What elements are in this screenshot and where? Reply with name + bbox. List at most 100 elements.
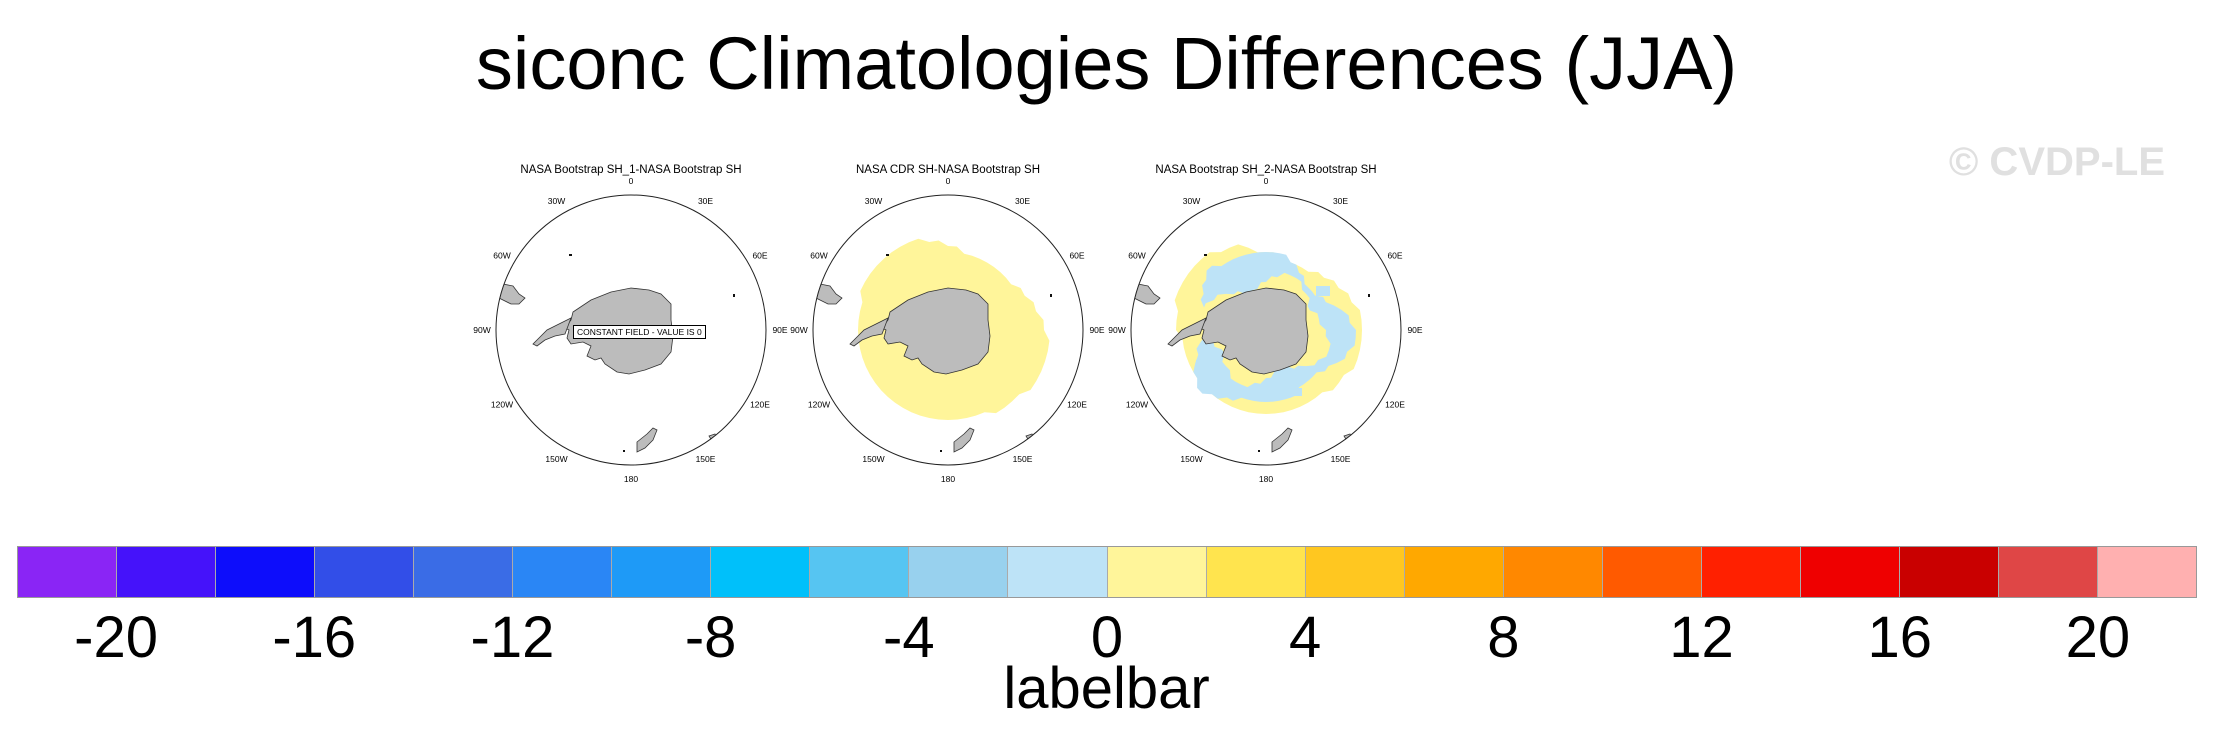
labelbar-color-box — [1899, 547, 1999, 597]
map-title: NASA Bootstrap SH_1-NASA Bootstrap SH — [520, 164, 742, 176]
longitude-label: 90E — [1407, 325, 1422, 335]
map-panel-3: 0 30E 60E 90E 120E 150E 180 150W 120W 90W 60W 30W N… — [1101, 160, 1431, 490]
labelbar-color-box — [1206, 547, 1306, 597]
longitude-label: 120W — [491, 400, 513, 410]
antarctica-landmass — [1199, 287, 1309, 375]
longitude-label: 120W — [1126, 400, 1148, 410]
labelbar-color-box — [18, 547, 118, 597]
longitude-label: 60E — [1069, 251, 1084, 261]
labelbar-tick-label: 16 — [1867, 605, 1932, 670]
labelbar-color-box — [1404, 547, 1504, 597]
longitude-label: 90W — [473, 325, 490, 335]
landmass — [1167, 317, 1207, 347]
negative-difference-patch — [1332, 340, 1342, 354]
longitude-label: 30W — [865, 196, 882, 206]
map-panel-1: 0 30E 60E 90E 120E 150E 180 150W 120W 90W 60W 30W N… — [466, 160, 796, 490]
labelbar-color-box — [612, 547, 712, 597]
labelbar-title: labelbar — [1003, 656, 1210, 721]
negative-difference-patch — [1246, 258, 1260, 266]
watermark: © CVDP-LE — [1948, 140, 2165, 184]
landmass — [1133, 283, 1161, 305]
labelbar-tick-label: 8 — [1487, 605, 1520, 670]
labelbar-color-box — [117, 547, 217, 597]
landmass — [636, 427, 658, 453]
labelbar-color-box — [1503, 547, 1603, 597]
longitude-label: 30E — [1333, 196, 1348, 206]
longitude-label: 180 — [941, 474, 955, 484]
longitude-label: 120E — [1067, 400, 1087, 410]
longitude-label: 180 — [624, 474, 638, 484]
landmass — [815, 283, 843, 305]
longitude-label: 30E — [698, 196, 713, 206]
landmass — [849, 317, 889, 347]
labelbar-color-box — [216, 547, 316, 597]
labelbar-tick-label: 4 — [1289, 605, 1322, 670]
longitude-label: 150E — [1331, 454, 1351, 464]
longitude-label: 0 — [629, 176, 634, 186]
longitude-label: 0 — [1264, 176, 1269, 186]
longitude-label: 90W — [790, 325, 807, 335]
landmass — [708, 433, 720, 447]
negative-difference-patch — [1286, 388, 1302, 396]
labelbar-color-box — [909, 547, 1009, 597]
longitude-label: 150W — [1180, 454, 1202, 464]
longitude-label: 60E — [752, 251, 767, 261]
labelbar-color-box — [414, 547, 514, 597]
longitude-label: 150E — [1013, 454, 1033, 464]
labelbar-color-box — [1602, 547, 1702, 597]
labelbar — [17, 546, 2197, 598]
longitude-label: 30E — [1015, 196, 1030, 206]
longitude-label: 60W — [810, 251, 827, 261]
map-title: NASA Bootstrap SH_2-NASA Bootstrap SH — [1155, 164, 1377, 176]
landmass — [953, 427, 975, 453]
labelbar-color-box — [1008, 547, 1108, 597]
map-border — [495, 194, 767, 466]
labelbar-tick-label: -8 — [684, 605, 737, 670]
longitude-label: 150E — [696, 454, 716, 464]
map-border — [1130, 194, 1402, 466]
landmass — [1343, 433, 1355, 447]
longitude-label: 150W — [545, 454, 567, 464]
labelbar-tick-label: -4 — [883, 605, 935, 670]
labelbar-color-box — [1800, 547, 1900, 597]
labelbar-color-box — [1305, 547, 1405, 597]
labelbar-tick-label: -12 — [470, 605, 555, 670]
constant-field-label: CONSTANT FIELD - VALUE IS 0 — [573, 325, 706, 339]
labelbar-color-box — [1107, 547, 1207, 597]
map-panel-2: 0 30E 60E 90E 120E 150E 180 150W 120W 90W 60W 30W N… — [783, 160, 1113, 490]
longitude-label: 30W — [1183, 196, 1200, 206]
map-border — [812, 194, 1084, 466]
longitude-label: 120E — [750, 400, 770, 410]
longitude-label: 180 — [1259, 474, 1273, 484]
longitude-label: 90W — [1108, 325, 1125, 335]
longitude-label: 60E — [1387, 251, 1402, 261]
landmass — [498, 283, 526, 305]
labelbar-color-box — [810, 547, 910, 597]
labelbar-tick-label: -20 — [74, 605, 158, 670]
labelbar-color-box — [315, 547, 415, 597]
negative-difference-patch — [1316, 286, 1330, 296]
antarctica-landmass — [881, 287, 991, 375]
map-title: NASA CDR SH-NASA Bootstrap SH — [855, 164, 1041, 176]
labelbar-color-box — [1998, 547, 2098, 597]
labelbar-color-box — [711, 547, 811, 597]
landmass — [1025, 433, 1037, 447]
longitude-label: 60W — [493, 251, 510, 261]
longitude-label: 0 — [946, 176, 951, 186]
longitude-label: 60W — [1128, 251, 1145, 261]
labelbar-color-box — [2097, 547, 2197, 597]
labelbar-tick-label: 20 — [2065, 605, 2131, 670]
longitude-label: 90E — [1089, 325, 1104, 335]
longitude-label: 30W — [548, 196, 565, 206]
labelbar-tick-label: 0 — [1090, 605, 1124, 670]
negative-difference-patch — [1206, 280, 1218, 290]
longitude-label: 120W — [808, 400, 830, 410]
labelbar-color-box — [1701, 547, 1801, 597]
labelbar-color-box — [513, 547, 613, 597]
page-title: siconc Climatologies Differences (JJA) — [475, 22, 1738, 105]
labelbar-tick-label: -16 — [272, 605, 357, 670]
negative-difference-patch — [1196, 360, 1208, 374]
longitude-label: 120E — [1385, 400, 1405, 410]
longitude-label: 90E — [772, 325, 787, 335]
landmass — [532, 317, 572, 347]
